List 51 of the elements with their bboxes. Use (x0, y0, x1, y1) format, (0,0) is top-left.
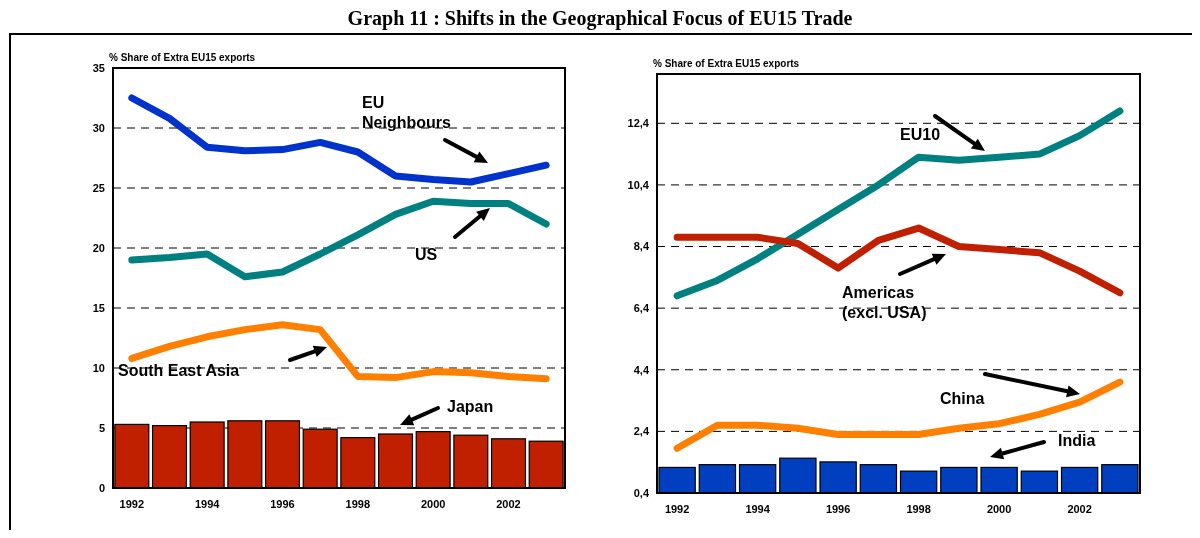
bar (453, 434, 489, 489)
y-tick-label: 12,4 (627, 117, 650, 130)
x-tick-label: 1994 (745, 503, 771, 515)
bar (377, 433, 414, 489)
y-tick-label: 8,4 (633, 240, 650, 253)
series-label: EU10 (900, 126, 941, 143)
legend-label: Japan (447, 398, 494, 415)
y-tick-label: 25 (92, 181, 105, 194)
y-tick-label: 15 (92, 301, 105, 314)
bar (490, 438, 527, 489)
x-tick-label: 1996 (270, 498, 295, 510)
x-tick-label: 1996 (825, 503, 851, 515)
bar (189, 421, 225, 489)
y-tick-label: 2,4 (633, 425, 650, 438)
y-tick-label: 6,4 (633, 302, 650, 314)
chart-title: Graph 11 : Shifts in the Geographical Focus of EU15 Trade (347, 7, 853, 30)
series-label: EU Neighbours (362, 94, 451, 131)
y-axis-title: % Share of Extra EU15 exports (653, 58, 800, 69)
text: US (415, 246, 438, 263)
bar (340, 437, 376, 489)
x-tick-label: 2002 (496, 498, 521, 510)
x-tick-label: 1998 (906, 503, 931, 515)
x-tick-label: 1994 (194, 498, 221, 510)
y-tick-label: 0 (98, 481, 105, 494)
bar (302, 428, 338, 489)
x-tick-label: 2000 (986, 503, 1012, 515)
x-tick-label: 2002 (1067, 503, 1092, 515)
x-tick-label: 1992 (664, 503, 690, 515)
x-tick-label: 1992 (119, 498, 145, 510)
y-tick-label: 0,4 (633, 486, 650, 499)
bar (528, 440, 564, 489)
bar (151, 425, 188, 489)
x-tick-label: 1998 (345, 498, 371, 510)
y-tick-label: 30 (92, 121, 105, 134)
x-tick-label: 2000 (420, 498, 446, 510)
y-tick-label: 35 (92, 61, 105, 74)
page-frame: Graph 11 : Shifts in the Geographical Focus of EU15 Trade 0 5 10 15 20 25 30 35 1992 1994 1996 1998 2000 2002 % Share of Extra EU15 exports Japan EU Neighbours US South East Asia 0,4 2,4 4,4 6,4 8,4 10,4 12,4 1992 1994 1996 1998 2000 2002 % Share of Extra EU15 exports India EU10 Americas (excl. USA) China (8, 8, 1192, 530)
bar (114, 423, 150, 489)
y-tick-label: 5 (98, 421, 105, 434)
bar (227, 420, 263, 489)
series-label: Americas (excl. USA) (842, 284, 927, 321)
legend-label: India (1058, 432, 1096, 449)
series-label: China (940, 390, 985, 407)
y-axis-title: % Share of Extra EU15 exports (109, 52, 256, 63)
bar (415, 431, 451, 489)
y-tick-label: 10 (92, 361, 105, 374)
y-tick-label: 4,4 (633, 363, 650, 376)
y-tick-label: 20 (92, 241, 105, 254)
bar (264, 420, 301, 489)
y-tick-label: 10,4 (627, 178, 650, 191)
series-label: South East Asia (118, 362, 240, 379)
